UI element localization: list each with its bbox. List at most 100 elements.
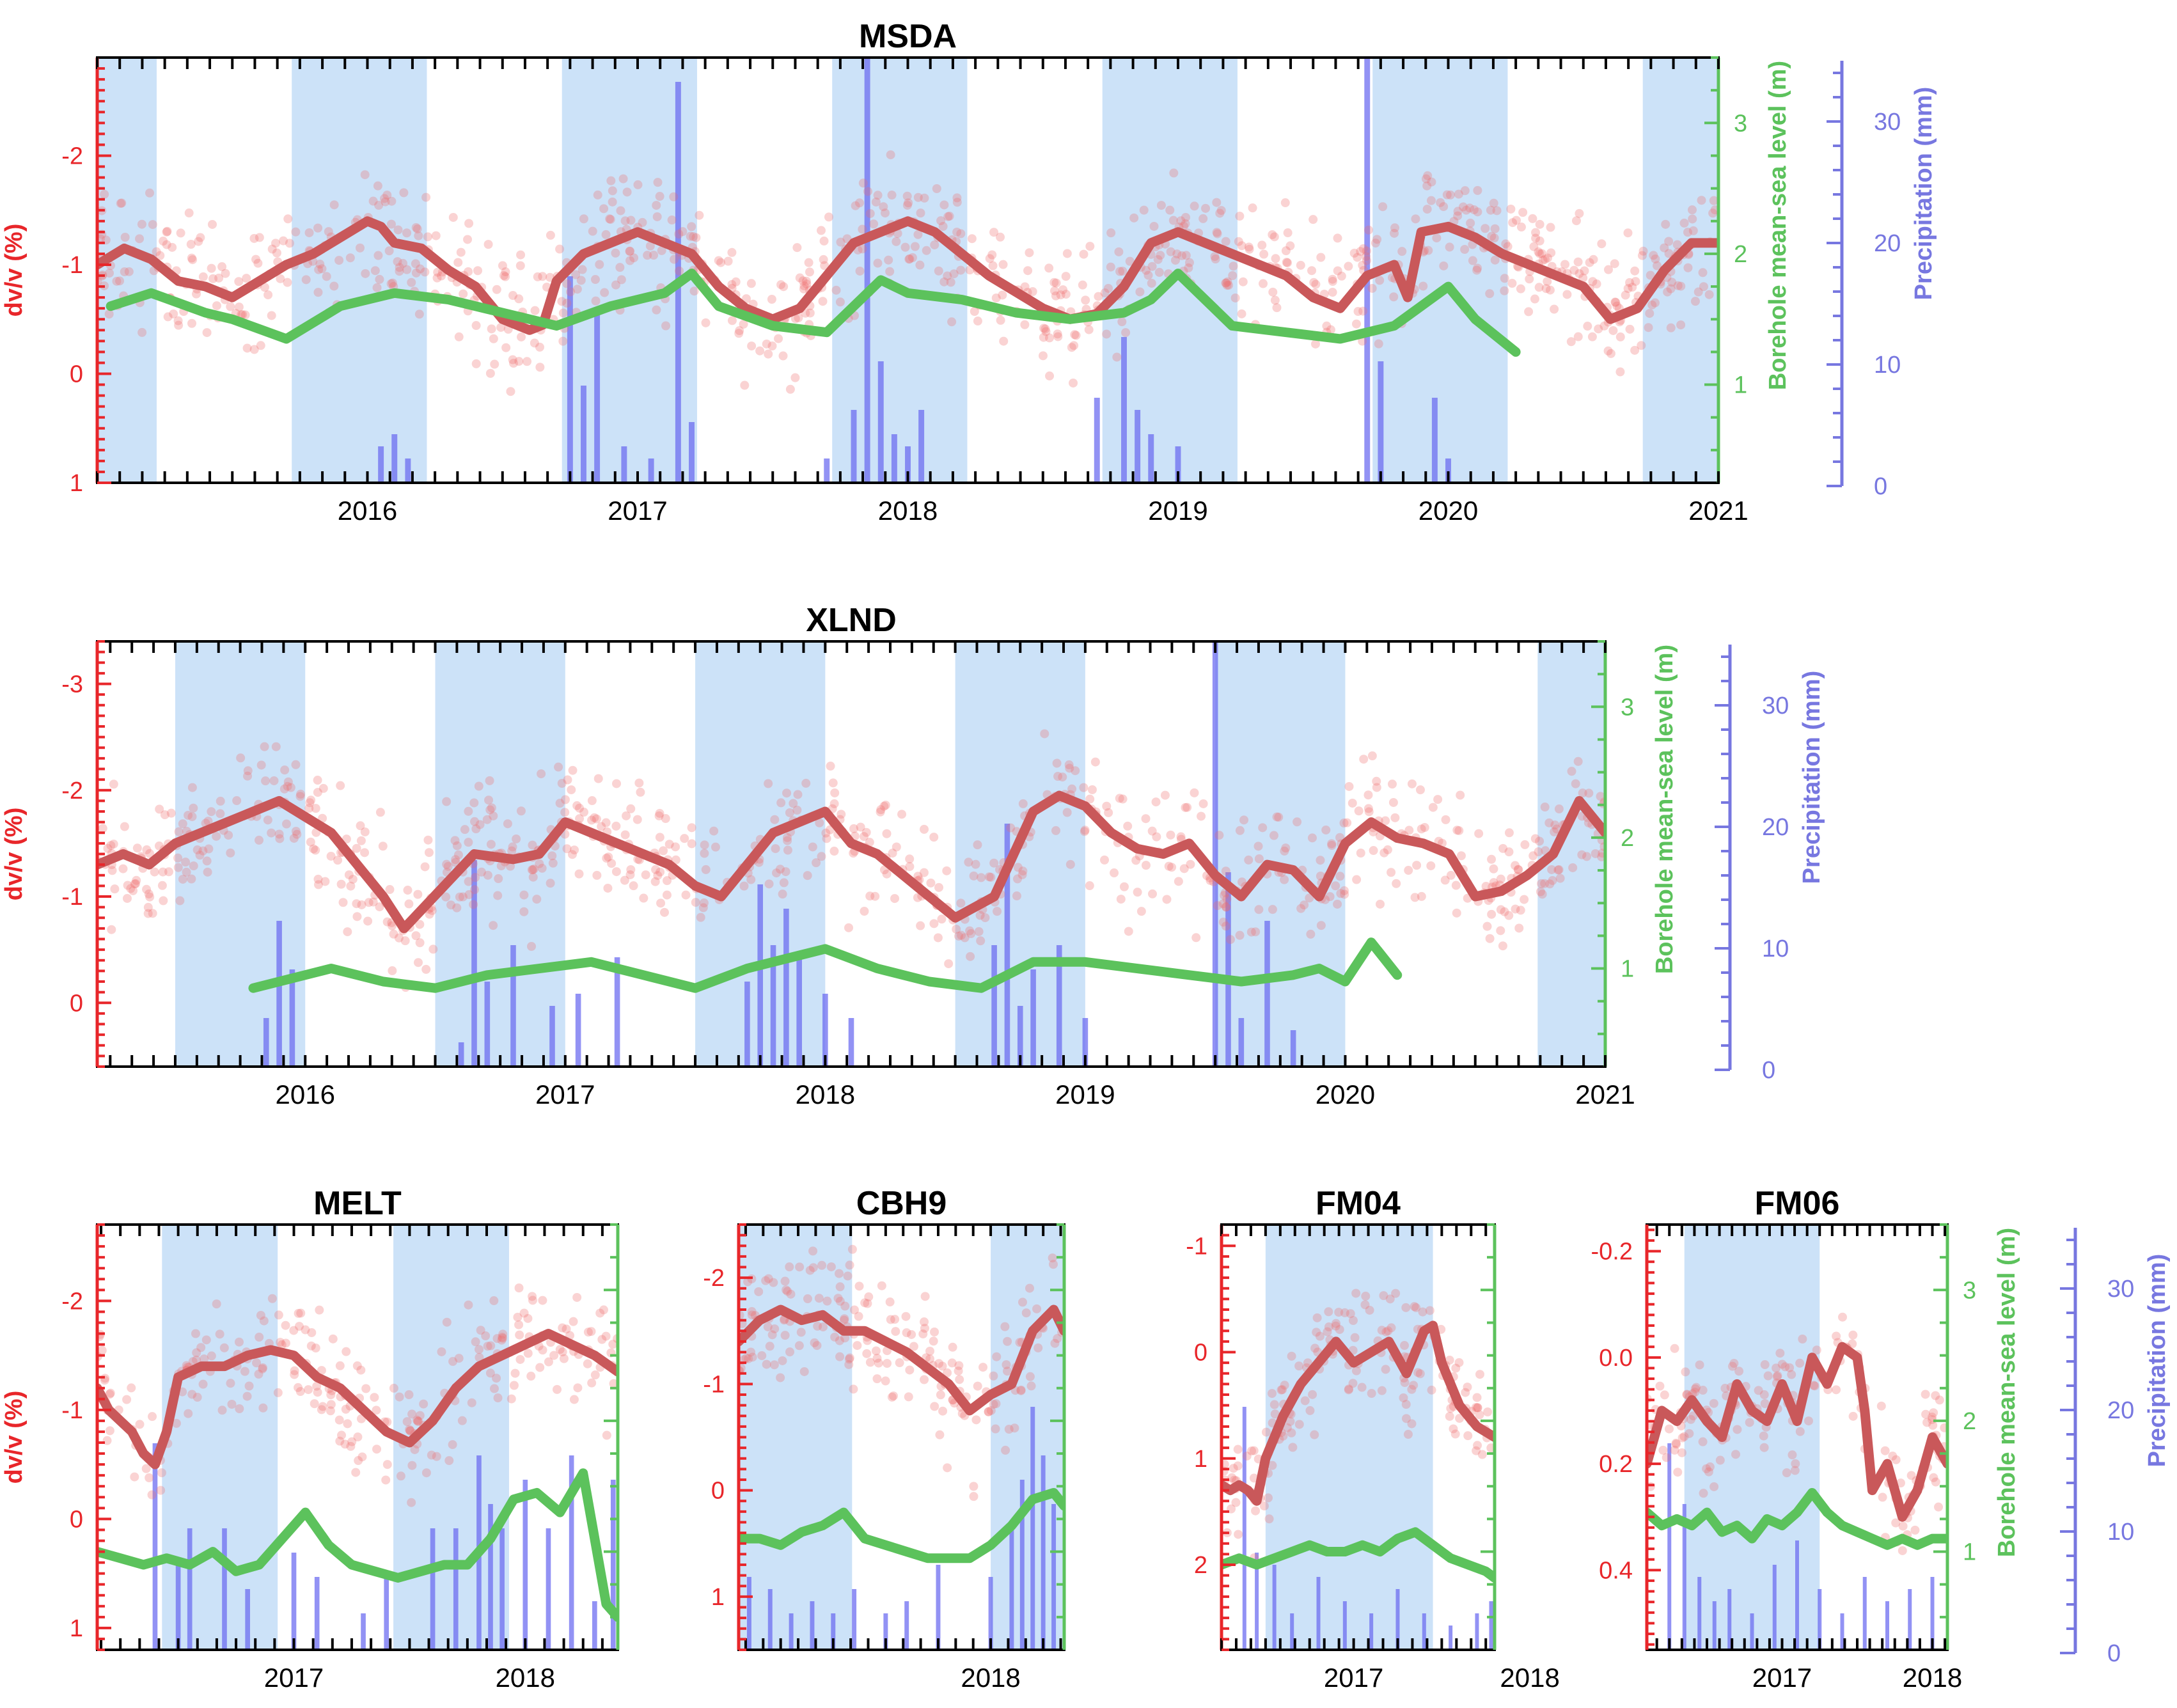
dvv-point [283,777,293,787]
dvv-point [1631,277,1640,286]
dvv-point [939,200,949,210]
dvv-point [1328,288,1337,297]
dvv-point [1051,278,1061,288]
dvv-point [872,1354,882,1363]
dvv-point [538,1345,547,1355]
dvv-point [933,933,943,943]
dvv-point [1715,1455,1725,1465]
dvv-point [433,267,443,277]
dvv-point [407,1498,416,1507]
dvv-point [1322,321,1332,331]
dvv-point [97,1345,107,1355]
dvv-point [1837,1312,1847,1322]
dvv-smoothed-line [97,1329,618,1469]
dvv-point [498,261,507,270]
dvv-point [481,1331,491,1341]
dvv-point [1578,788,1587,798]
dvv-point [1379,848,1389,858]
dvv-point [571,270,581,279]
dvv-point [1387,780,1397,789]
borehole-tick-label: 1 [1734,372,1747,399]
dvv-point [329,200,339,210]
dvv-point [887,1392,897,1402]
precip-bar [1727,1589,1732,1650]
dvv-point [410,1445,420,1454]
dvv-point [1686,1414,1695,1424]
dvv-point [145,1473,154,1483]
dvv-point [508,291,518,301]
dvv-point [442,797,452,806]
dvv-point [1038,351,1048,361]
dvv-point [1472,1393,1482,1402]
precip-bar [852,1589,857,1650]
precip-bar [549,1006,555,1067]
dvv-point [132,875,141,885]
dvv-point [173,316,183,325]
dvv-point [1311,339,1321,349]
dvv-point [840,1333,850,1343]
dvv-point [1183,803,1192,812]
dvv-point [1662,1453,1671,1462]
dvv-point [1489,864,1498,874]
dvv-point [762,1359,771,1369]
dvv-point [336,879,346,889]
dvv-point [1720,1384,1730,1393]
dvv-point [249,233,259,243]
dvv-point [187,253,196,263]
dvv-point [1584,788,1594,798]
precip-bar [621,446,627,483]
dvv-point [358,1452,367,1462]
dvv-point [622,187,632,197]
dvv-point [1229,262,1238,271]
dvv-point [801,778,811,788]
dvv-point [769,1278,778,1287]
dvv-point [508,842,517,852]
dvv-point [755,346,765,356]
y-tick-label: -1 [61,884,83,911]
dvv-point [1149,221,1159,231]
dvv-point [292,829,302,839]
dvv-point [1177,251,1187,260]
dvv-point [870,891,880,901]
precip-bar [378,446,384,483]
dvv-point [407,1409,417,1419]
dvv-point [1221,237,1230,246]
dvv-point [767,295,776,304]
precip-bar [152,1443,158,1650]
dvv-point [271,239,280,248]
dvv-point [1103,283,1113,293]
dvv-point [782,1285,791,1295]
dvv-point [1025,1372,1035,1381]
dvv-point [1316,856,1325,865]
dvv-point [1212,198,1222,207]
dvv-point [652,305,661,315]
dvv-point [242,1391,252,1401]
dvv-point [1777,1359,1787,1369]
dvv-point [475,1345,484,1354]
dvv-point [1270,295,1280,305]
dvv-point [1530,294,1539,304]
dvv-point [1848,1339,1857,1349]
x-tick-label: 2016 [338,496,397,526]
dvv-point [1520,840,1530,849]
dvv-point [1760,1360,1770,1370]
dvv-point [1496,926,1505,936]
dvv-point [523,1349,533,1358]
dvv-point [1062,808,1072,817]
dvv-point [295,792,305,801]
dvv-point [122,893,132,903]
dvv-point [1115,794,1124,803]
dvv-point [553,1384,562,1394]
dvv-point [1670,1445,1679,1455]
dvv-point [555,244,565,254]
precip-bar [222,1528,227,1650]
dvv-point [1381,1365,1390,1374]
dvv-point [389,929,398,939]
shaded-period [1265,1225,1433,1650]
dvv-point [1352,875,1362,884]
dvv-point [411,259,420,269]
dvv-point [141,1464,151,1473]
dvv-point [835,1296,845,1306]
dvv-point [657,246,666,255]
dvv-point [182,867,191,877]
